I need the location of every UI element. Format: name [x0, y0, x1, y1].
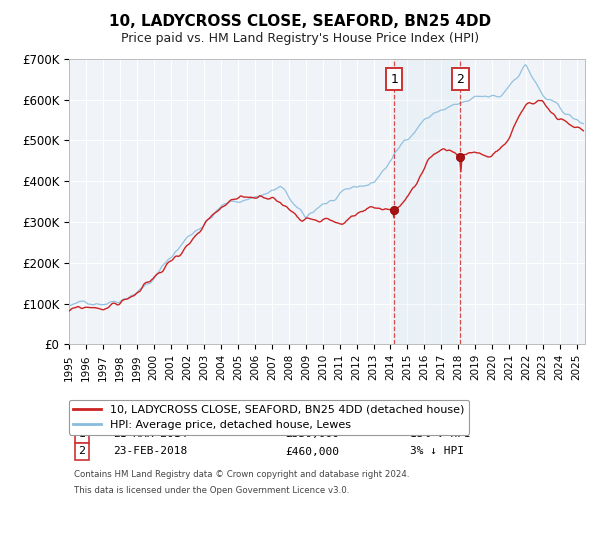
- Text: Contains HM Land Registry data © Crown copyright and database right 2024.: Contains HM Land Registry data © Crown c…: [74, 470, 410, 479]
- Text: £330,000: £330,000: [286, 430, 340, 440]
- Text: 2: 2: [79, 446, 85, 456]
- Bar: [394, 59, 460, 344]
- Text: £460,000: £460,000: [286, 446, 340, 456]
- Text: This data is licensed under the Open Government Licence v3.0.: This data is licensed under the Open Gov…: [74, 486, 350, 494]
- Text: 1: 1: [390, 73, 398, 86]
- Text: 1: 1: [79, 430, 85, 440]
- Text: 10, LADYCROSS CLOSE, SEAFORD, BN25 4DD: 10, LADYCROSS CLOSE, SEAFORD, BN25 4DD: [109, 14, 491, 29]
- Text: 3% ↓ HPI: 3% ↓ HPI: [410, 446, 464, 456]
- Text: 23-FEB-2018: 23-FEB-2018: [113, 446, 187, 456]
- Text: 2: 2: [457, 73, 464, 86]
- Legend: 10, LADYCROSS CLOSE, SEAFORD, BN25 4DD (detached house), HPI: Average price, det: 10, LADYCROSS CLOSE, SEAFORD, BN25 4DD (…: [69, 400, 469, 435]
- Text: Price paid vs. HM Land Registry's House Price Index (HPI): Price paid vs. HM Land Registry's House …: [121, 32, 479, 45]
- Text: 13% ↓ HPI: 13% ↓ HPI: [410, 430, 470, 440]
- Text: 21-MAR-2014: 21-MAR-2014: [113, 430, 187, 440]
